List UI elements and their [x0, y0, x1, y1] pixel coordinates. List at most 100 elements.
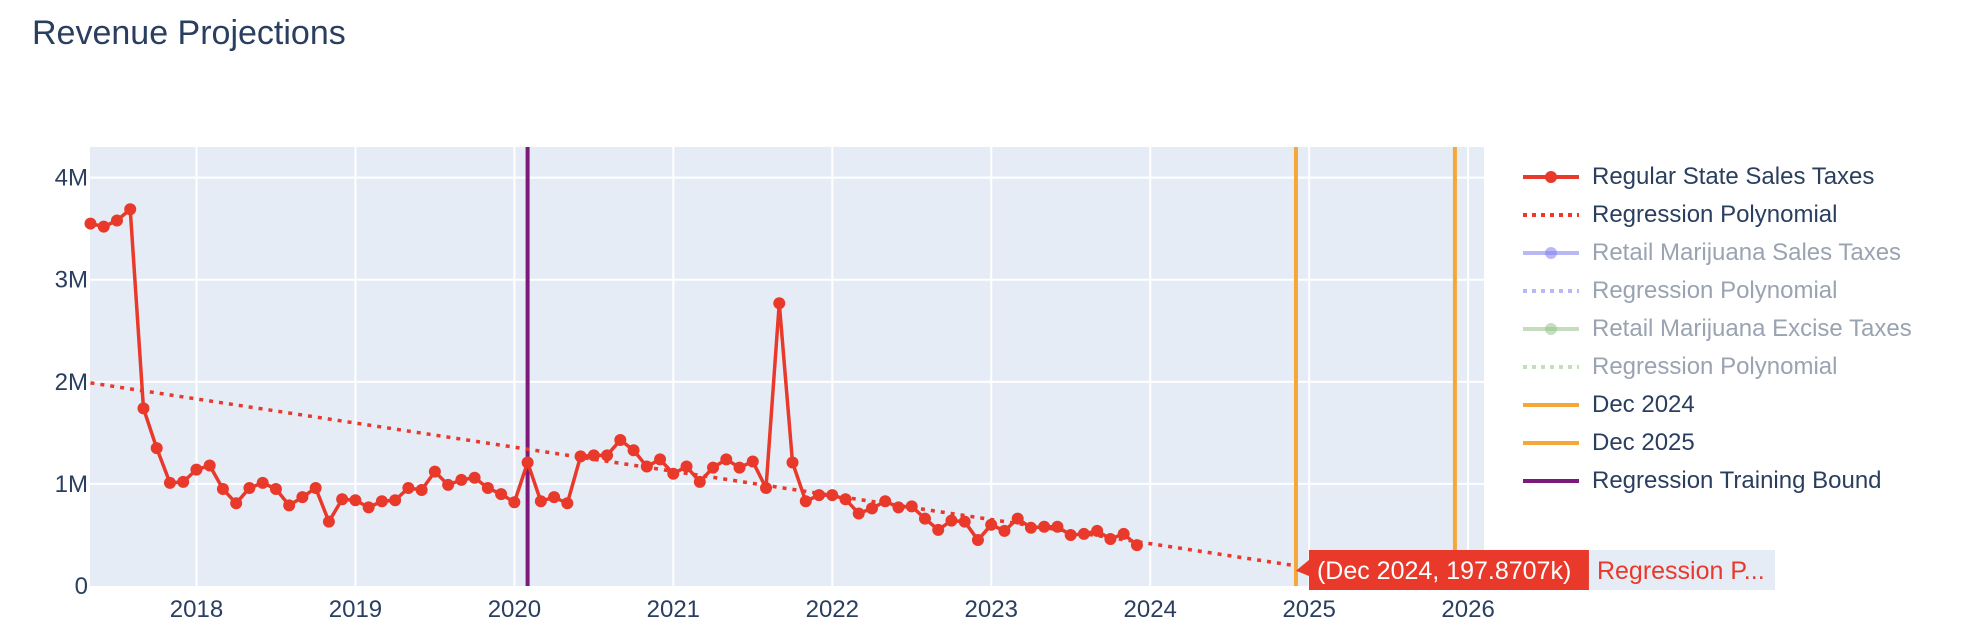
- data-point: [296, 491, 309, 504]
- x-tick-label: 2025: [1282, 596, 1335, 623]
- y-tick-label: 1M: [55, 471, 88, 498]
- legend-swatch-icon: [1523, 323, 1579, 335]
- data-point: [786, 456, 799, 469]
- legend-label: Regression Polynomial: [1592, 353, 1838, 380]
- legend-label: Regression Training Bound: [1592, 467, 1882, 494]
- data-point: [389, 494, 402, 507]
- data-point: [839, 493, 852, 506]
- data-point: [415, 484, 428, 497]
- data-point: [468, 471, 481, 484]
- data-point: [521, 456, 534, 469]
- data-point: [508, 496, 521, 509]
- data-point: [667, 467, 680, 480]
- data-point: [177, 475, 190, 488]
- data-point: [375, 495, 388, 508]
- data-point: [561, 497, 574, 510]
- data-point: [495, 488, 508, 501]
- legend-swatch-icon: [1523, 479, 1579, 483]
- data-point: [1011, 512, 1024, 525]
- data-point: [760, 481, 773, 494]
- data-point: [640, 460, 653, 473]
- legend-item-6[interactable]: Dec 2024: [1520, 386, 1912, 424]
- legend-item-7[interactable]: Dec 2025: [1520, 424, 1912, 462]
- data-point: [693, 475, 706, 488]
- x-tick-label: 2026: [1441, 596, 1494, 623]
- y-tick-label: 0: [75, 573, 88, 600]
- data-point: [627, 444, 640, 457]
- y-tick-label: 2M: [55, 369, 88, 396]
- data-point: [971, 534, 984, 547]
- data-point: [601, 449, 614, 462]
- data-point: [998, 524, 1011, 537]
- legend-swatch-icon: [1523, 403, 1579, 407]
- data-point: [283, 499, 296, 512]
- data-point: [958, 515, 971, 528]
- legend-item-0[interactable]: Regular State Sales Taxes: [1520, 158, 1912, 196]
- legend-item-3[interactable]: Regression Polynomial: [1520, 272, 1912, 310]
- data-point: [110, 214, 123, 227]
- data-point: [362, 501, 375, 514]
- x-tick-label: 2022: [806, 596, 859, 623]
- data-point: [720, 453, 733, 466]
- data-point: [256, 476, 269, 489]
- data-point: [614, 434, 627, 447]
- data-point: [746, 455, 759, 468]
- data-point: [680, 460, 693, 473]
- data-point: [932, 523, 945, 536]
- series-layer: [84, 203, 1297, 568]
- reference-lines: [525, 147, 1457, 586]
- legend-label: Regression Polynomial: [1592, 277, 1838, 304]
- legend-label: Retail Marijuana Excise Taxes: [1592, 315, 1912, 342]
- legend-item-2[interactable]: Retail Marijuana Sales Taxes: [1520, 234, 1912, 272]
- legend-item-4[interactable]: Retail Marijuana Excise Taxes: [1520, 310, 1912, 348]
- data-point: [481, 481, 494, 494]
- legend-label: Dec 2024: [1592, 391, 1695, 418]
- data-point: [918, 512, 931, 525]
- data-point: [1117, 527, 1130, 540]
- legend: Regular State Sales Taxes Regression Poly…: [1520, 158, 1912, 500]
- data-point: [428, 465, 441, 478]
- data-point: [230, 497, 243, 510]
- data-point: [985, 518, 998, 531]
- data-point: [243, 481, 256, 494]
- data-point: [137, 402, 150, 415]
- legend-item-8[interactable]: Regression Training Bound: [1520, 462, 1912, 500]
- x-tick-label: 2024: [1124, 596, 1177, 623]
- data-point: [826, 489, 839, 502]
- data-point: [124, 203, 137, 216]
- data-point: [203, 459, 216, 472]
- data-point: [707, 461, 720, 474]
- legend-item-1[interactable]: Regression Polynomial: [1520, 196, 1912, 234]
- data-point: [574, 450, 587, 463]
- y-tick-label: 3M: [55, 267, 88, 294]
- x-tick-label: 2023: [965, 596, 1018, 623]
- data-point: [879, 495, 892, 508]
- hover-tooltip: (Dec 2024, 197.8707k) Regression P...: [1295, 550, 1775, 590]
- data-point: [534, 495, 547, 508]
- legend-item-5[interactable]: Regression Polynomial: [1520, 348, 1912, 386]
- data-point: [269, 483, 282, 496]
- data-point: [1064, 528, 1077, 541]
- data-point: [1024, 521, 1037, 534]
- data-point: [309, 481, 322, 494]
- data-point: [1104, 533, 1117, 546]
- data-point: [852, 507, 865, 520]
- data-point: [150, 442, 163, 455]
- data-point: [402, 481, 415, 494]
- data-point: [349, 494, 362, 507]
- data-point: [905, 500, 918, 513]
- data-point: [336, 493, 349, 506]
- legend-label: Retail Marijuana Sales Taxes: [1592, 239, 1902, 266]
- legend-label: Regression Polynomial: [1592, 201, 1838, 228]
- data-point: [865, 502, 878, 515]
- regression-polynomial-line: [90, 381, 1297, 568]
- axis-labels: 2018 2019 2020 2021 2022 2023 2024 2025 2026 0 1M 2…: [55, 165, 1495, 623]
- data-point: [322, 515, 335, 528]
- data-point: [442, 478, 455, 491]
- data-point: [548, 491, 561, 504]
- tooltip-box: [1295, 550, 1589, 590]
- data-point: [190, 463, 203, 476]
- legend-swatch-icon: [1523, 365, 1579, 369]
- data-point: [1130, 539, 1143, 552]
